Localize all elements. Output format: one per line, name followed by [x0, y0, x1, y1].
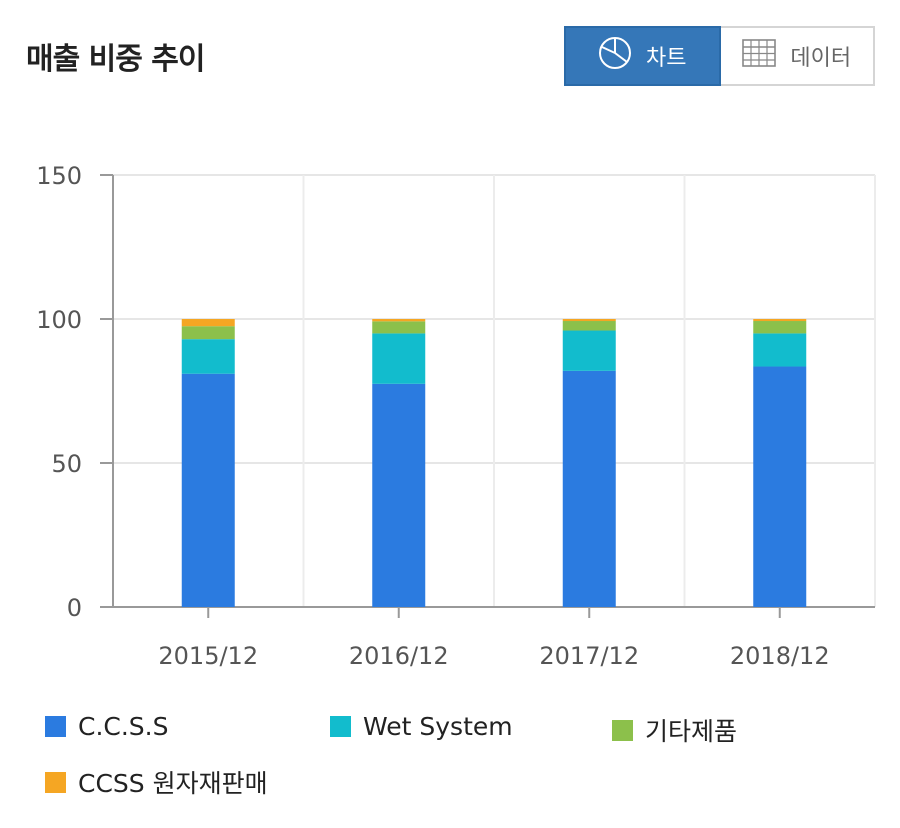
x-tick-label: 2016/12 — [349, 642, 449, 670]
x-tick-label: 2015/12 — [158, 642, 258, 670]
x-tick-label: 2017/12 — [539, 642, 639, 670]
legend-item[interactable]: Wet System — [330, 712, 513, 741]
bar-segment — [372, 319, 426, 322]
bar-segment — [562, 370, 616, 607]
legend-label: Wet System — [363, 712, 513, 741]
x-tick-label: 2018/12 — [730, 642, 830, 670]
legend-item[interactable]: C.C.S.S — [45, 712, 169, 741]
bar-segment — [181, 373, 235, 607]
data-view-button[interactable]: 데이터 — [720, 28, 873, 84]
bar-segment — [181, 339, 235, 374]
bar-segment — [562, 319, 616, 322]
page-title: 매출 비중 추이 — [26, 42, 205, 77]
chart-view-label: 차트 — [646, 46, 687, 71]
legend-item[interactable]: 기타제품 — [612, 712, 737, 748]
legend-swatch — [45, 716, 66, 737]
y-tick-label: 100 — [36, 306, 82, 334]
chart-canvas: 0 50 100 150 2015/12 2016/12 2017/12 2018/12 — [36, 162, 876, 670]
bar-segment — [372, 383, 426, 607]
view-toggle: 차트 데이터 — [564, 26, 875, 86]
legend-swatch — [612, 719, 633, 741]
legend-label: 기타제품 — [645, 717, 738, 746]
stacked-bar-chart: 0 50 100 150 2015/12 2016/12 2017/12 2018/12 — [0, 120, 900, 680]
bar-segment — [753, 366, 807, 607]
bar-segment — [562, 330, 616, 371]
legend-swatch — [45, 771, 66, 793]
chart-view-button[interactable]: 차트 — [564, 26, 721, 86]
y-tick-label: 150 — [36, 162, 82, 190]
bar-segment — [181, 326, 235, 340]
y-tick-label: 50 — [51, 450, 82, 478]
pie-chart-icon — [598, 36, 632, 76]
table-grid-icon — [742, 39, 777, 73]
legend-label: C.C.S.S — [78, 712, 169, 741]
data-view-label: 데이터 — [790, 46, 852, 71]
bar-segment — [753, 321, 807, 334]
bar-segment — [181, 319, 235, 327]
bar-segment — [372, 333, 426, 384]
y-tick-label: 0 — [67, 594, 82, 622]
legend-label: CCSS 원자재판매 — [78, 769, 268, 798]
bar-segment — [753, 319, 807, 322]
bar-segment — [562, 321, 616, 331]
legend-swatch — [330, 716, 351, 737]
bar-segment — [753, 333, 807, 367]
bar-segment — [372, 321, 426, 334]
legend-item[interactable]: CCSS 원자재판매 — [45, 764, 268, 800]
